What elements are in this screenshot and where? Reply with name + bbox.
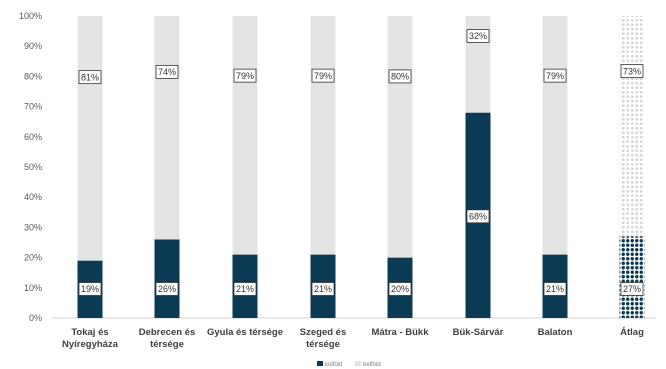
data-label-box — [543, 68, 567, 83]
data-label-box — [155, 64, 179, 79]
y-tick-label: 30% — [24, 222, 42, 232]
data-label-text: 74% — [158, 67, 176, 77]
bar-belfold — [77, 16, 103, 261]
data-label-belfold: 79% — [311, 68, 335, 83]
data-label-belfold: 74% — [155, 64, 179, 79]
data-label-text: 21% — [236, 284, 254, 294]
y-tick-label: 80% — [24, 71, 42, 81]
data-labels: 19% 81% 26% 74% 21% 79% 21% 79% 20% 80% 68% 32% 21% 7… — [78, 29, 644, 296]
bar-belfold — [387, 16, 413, 258]
data-label-kulfold: 68% — [466, 209, 490, 224]
category-label: Tokaj és Nyíregyháza — [62, 327, 119, 350]
y-tick-label: 10% — [24, 283, 42, 293]
data-label-text: 26% — [158, 284, 176, 294]
legend-item: külföld — [317, 361, 342, 368]
category-label-line: Bük-Sárvár — [453, 327, 504, 338]
data-label-box — [466, 209, 490, 224]
legend: külföld belföld — [317, 361, 381, 368]
y-tick-label: 90% — [24, 41, 42, 51]
data-label-text: 79% — [314, 71, 332, 81]
data-label-box — [155, 282, 179, 296]
data-label-box — [620, 282, 644, 296]
y-tick-label: 0% — [29, 313, 42, 323]
data-label-box — [311, 282, 335, 296]
bar-belfold — [232, 16, 258, 255]
data-label-box — [233, 282, 257, 296]
bar-kulfold — [619, 236, 645, 318]
data-label-text: 79% — [546, 71, 564, 81]
bar-belfold — [542, 16, 568, 255]
data-label-text: 32% — [469, 31, 487, 41]
y-tick-label: 60% — [24, 132, 42, 142]
data-label-text: 21% — [546, 284, 564, 294]
data-label-belfold: 81% — [78, 70, 102, 85]
data-label-text: 79% — [236, 71, 254, 81]
bars — [77, 16, 645, 318]
data-label-belfold: 32% — [466, 29, 490, 43]
data-label-kulfold: 20% — [388, 282, 412, 296]
y-tick-label: 20% — [24, 253, 42, 263]
y-tick-label: 50% — [24, 162, 42, 172]
data-label-text: 19% — [81, 284, 99, 294]
legend-label: belföld — [363, 362, 381, 368]
category-label-line: Debrecen és — [139, 327, 196, 338]
category-label: Balaton — [538, 327, 573, 338]
data-label-text: 68% — [469, 212, 487, 222]
data-label-box — [388, 69, 412, 84]
category-label-line: Mátra - Bükk — [371, 327, 429, 338]
category-label: Mátra - Bükk — [371, 327, 429, 338]
y-tick-label: 40% — [24, 192, 42, 202]
legend-label: külföld — [325, 362, 342, 368]
data-label-text: 21% — [314, 284, 332, 294]
category-label: Debrecen és térsége — [139, 327, 196, 350]
data-label-box — [233, 68, 257, 83]
data-label-belfold: 79% — [233, 68, 257, 83]
data-label-kulfold: 27% — [620, 282, 644, 296]
data-label-belfold: 73% — [620, 64, 644, 79]
category-label-line: Balaton — [538, 327, 573, 338]
category-label-line: térsége — [306, 339, 340, 350]
y-tick-label: 70% — [24, 102, 42, 112]
data-label-kulfold: 19% — [78, 282, 102, 296]
data-label-box — [466, 29, 490, 43]
data-label-text: 27% — [623, 284, 641, 294]
data-label-text: 20% — [391, 284, 409, 294]
bar-kulfold — [154, 239, 180, 318]
data-label-belfold: 80% — [388, 69, 412, 84]
data-label-kulfold: 21% — [311, 282, 335, 296]
data-label-kulfold: 26% — [155, 282, 179, 296]
category-label: Gyula és térsége — [207, 327, 283, 338]
category-label-line: Szeged és — [300, 327, 346, 338]
y-tick-label: 100% — [19, 11, 42, 21]
data-label-kulfold: 21% — [233, 282, 257, 296]
category-label: Átlag — [620, 327, 644, 338]
bar-belfold — [619, 16, 645, 237]
legend-item: belföld — [355, 361, 381, 368]
category-label-line: térsége — [150, 339, 184, 350]
data-label-box — [388, 282, 412, 296]
data-label-box — [620, 64, 644, 79]
category-label-line: Nyíregyháza — [62, 339, 119, 350]
category-label: Bük-Sárvár — [453, 327, 504, 338]
data-label-box — [78, 70, 102, 85]
category-label-line: Átlag — [620, 327, 644, 338]
data-label-kulfold: 21% — [543, 282, 567, 296]
category-label: Szeged és térsége — [300, 327, 346, 350]
category-label-line: Tokaj és — [71, 327, 108, 338]
data-label-box — [311, 68, 335, 83]
bar-belfold — [154, 16, 180, 240]
data-label-box — [543, 282, 567, 296]
bar-belfold — [310, 16, 336, 255]
data-label-box — [78, 282, 102, 296]
legend-swatch — [317, 361, 323, 366]
data-label-belfold: 79% — [543, 68, 567, 83]
data-label-text: 80% — [391, 72, 409, 82]
legend-swatch — [355, 361, 361, 366]
data-label-text: 81% — [81, 72, 99, 82]
category-label-line: Gyula és térsége — [207, 327, 283, 338]
data-label-text: 73% — [623, 66, 641, 76]
